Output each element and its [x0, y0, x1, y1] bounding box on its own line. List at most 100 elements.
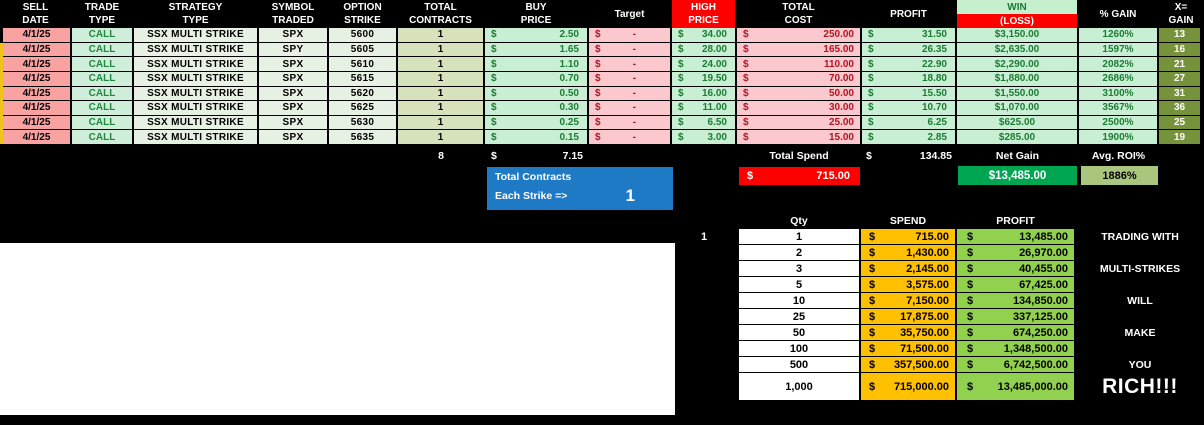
scale-cell-profit[interactable]: $337,125.00: [957, 309, 1074, 324]
cell-profit[interactable]: $6.25: [862, 115, 955, 130]
cell-option-strike[interactable]: 5615: [329, 71, 396, 86]
cell-sell-date[interactable]: 4/1/25: [3, 101, 70, 115]
cell-trade-type[interactable]: CALL: [72, 71, 132, 86]
cell-high-price[interactable]: $24.00: [672, 57, 735, 71]
cell-buy-price[interactable]: $0.30: [485, 101, 587, 115]
scale-cell-qty[interactable]: 5: [739, 277, 859, 292]
scale-cell-spend[interactable]: $1,430.00: [861, 245, 955, 260]
scale-cell-spend[interactable]: $3,575.00: [861, 277, 955, 292]
cell-total-cost[interactable]: $25.00: [737, 115, 860, 130]
cell-win-loss[interactable]: $3,150.00: [957, 28, 1077, 42]
header-total-cost[interactable]: TOTAL COST: [782, 2, 815, 26]
scale-cell-profit[interactable]: $13,485.00: [957, 229, 1074, 244]
cell-pct-gain[interactable]: 2500%: [1079, 115, 1157, 130]
cell-high-price[interactable]: $11.00: [672, 101, 735, 115]
cell-profit[interactable]: $15.50: [862, 86, 955, 101]
cell-high-price[interactable]: $3.00: [672, 130, 735, 144]
header-option-strike[interactable]: OPTION STRIKE: [343, 2, 382, 26]
cell-strategy-type[interactable]: SSX MULTI STRIKE: [134, 71, 257, 86]
each-strike-value[interactable]: 1: [625, 186, 635, 205]
scale-cell-qty[interactable]: 100: [739, 341, 859, 356]
cell-strategy-type[interactable]: SSX MULTI STRIKE: [134, 130, 257, 144]
cell-win-loss[interactable]: $285.00: [957, 130, 1077, 144]
cell-profit[interactable]: $2.85: [862, 130, 955, 144]
scale-cell-qty[interactable]: 1,000: [739, 373, 859, 400]
cell-high-price[interactable]: $16.00: [672, 86, 735, 101]
cell-option-strike[interactable]: 5625: [329, 101, 396, 115]
cell-sell-date[interactable]: 4/1/25: [3, 57, 70, 71]
cell-profit[interactable]: $18.80: [862, 71, 955, 86]
cell-symbol-traded[interactable]: SPX: [259, 115, 327, 130]
cell-x-gain[interactable]: 13: [1159, 28, 1200, 42]
cell-pct-gain[interactable]: 1900%: [1079, 130, 1157, 144]
header-sell-date[interactable]: SELL DATE: [22, 2, 49, 26]
cell-target[interactable]: $ -: [589, 86, 670, 101]
cell-sell-date[interactable]: 4/1/25: [3, 86, 70, 101]
cell-option-strike[interactable]: 5600: [329, 28, 396, 42]
cell-pct-gain[interactable]: 1260%: [1079, 28, 1157, 42]
scale-cell-qty[interactable]: 25: [739, 309, 859, 324]
cell-sell-date[interactable]: 4/1/25: [3, 28, 70, 42]
cell-target[interactable]: $ -: [589, 28, 670, 42]
cell-total-cost[interactable]: $165.00: [737, 42, 860, 57]
cell-option-strike[interactable]: 5635: [329, 130, 396, 144]
cell-target[interactable]: $ -: [589, 130, 670, 144]
avg-roi-box[interactable]: 1886%: [1081, 166, 1158, 185]
cell-total-cost[interactable]: $15.00: [737, 130, 860, 144]
cell-sell-date[interactable]: 4/1/25: [3, 115, 70, 130]
cell-trade-type[interactable]: CALL: [72, 57, 132, 71]
scale-cell-profit[interactable]: $40,455.00: [957, 261, 1074, 276]
cell-target[interactable]: $ -: [589, 101, 670, 115]
cell-profit[interactable]: $26.35: [862, 42, 955, 57]
scale-cell-spend[interactable]: $7,150.00: [861, 293, 955, 308]
cell-x-gain[interactable]: 36: [1159, 101, 1200, 115]
cell-sell-date[interactable]: 4/1/25: [3, 130, 70, 144]
scale-cell-qty[interactable]: 3: [739, 261, 859, 276]
cell-x-gain[interactable]: 25: [1159, 115, 1200, 130]
scale-cell-spend[interactable]: $71,500.00: [861, 341, 955, 356]
cell-high-price[interactable]: $34.00: [672, 28, 735, 42]
cell-win-loss[interactable]: $1,880.00: [957, 71, 1077, 86]
scale-cell-spend[interactable]: $35,750.00: [861, 325, 955, 340]
cell-x-gain[interactable]: 31: [1159, 86, 1200, 101]
cell-buy-price[interactable]: $0.15: [485, 130, 587, 144]
cell-total-contracts[interactable]: 1: [398, 115, 483, 130]
cell-symbol-traded[interactable]: SPX: [259, 28, 327, 42]
cell-trade-type[interactable]: CALL: [72, 130, 132, 144]
cell-high-price[interactable]: $19.50: [672, 71, 735, 86]
cell-strategy-type[interactable]: SSX MULTI STRIKE: [134, 57, 257, 71]
scale-cell-spend[interactable]: $357,500.00: [861, 357, 955, 372]
cell-target[interactable]: $ -: [589, 42, 670, 57]
cell-option-strike[interactable]: 5610: [329, 57, 396, 71]
cell-total-cost[interactable]: $50.00: [737, 86, 860, 101]
cell-symbol-traded[interactable]: SPX: [259, 86, 327, 101]
cell-total-contracts[interactable]: 1: [398, 42, 483, 57]
cell-total-cost[interactable]: $70.00: [737, 71, 860, 86]
total-profit-value[interactable]: $ 134.85: [866, 149, 952, 162]
cell-win-loss[interactable]: $625.00: [957, 115, 1077, 130]
cell-target[interactable]: $ -: [589, 115, 670, 130]
cell-pct-gain[interactable]: 3567%: [1079, 101, 1157, 115]
cell-option-strike[interactable]: 5630: [329, 115, 396, 130]
cell-trade-type[interactable]: CALL: [72, 42, 132, 57]
cell-symbol-traded[interactable]: SPX: [259, 101, 327, 115]
cell-buy-price[interactable]: $0.25: [485, 115, 587, 130]
cell-high-price[interactable]: $6.50: [672, 115, 735, 130]
cell-strategy-type[interactable]: SSX MULTI STRIKE: [134, 101, 257, 115]
cell-symbol-traded[interactable]: SPY: [259, 42, 327, 57]
cell-symbol-traded[interactable]: SPX: [259, 57, 327, 71]
scale-cell-qty[interactable]: 500: [739, 357, 859, 372]
cell-trade-type[interactable]: CALL: [72, 115, 132, 130]
cell-total-contracts[interactable]: 1: [398, 71, 483, 86]
cell-total-contracts[interactable]: 1: [398, 86, 483, 101]
cell-sell-date[interactable]: 4/1/25: [3, 42, 70, 57]
cell-strategy-type[interactable]: SSX MULTI STRIKE: [134, 115, 257, 130]
scale-cell-profit[interactable]: $1,348,500.00: [957, 341, 1074, 356]
cell-sell-date[interactable]: 4/1/25: [3, 71, 70, 86]
cell-pct-gain[interactable]: 2686%: [1079, 71, 1157, 86]
header-win-loss[interactable]: WIN (LOSS): [957, 0, 1077, 28]
cell-option-strike[interactable]: 5605: [329, 42, 396, 57]
header-pct-gain[interactable]: % GAIN: [1099, 8, 1137, 20]
cell-win-loss[interactable]: $1,070.00: [957, 101, 1077, 115]
cell-pct-gain[interactable]: 3100%: [1079, 86, 1157, 101]
